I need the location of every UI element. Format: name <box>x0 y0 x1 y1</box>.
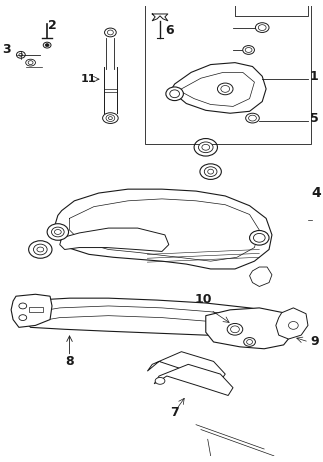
Ellipse shape <box>29 241 52 258</box>
Text: 9: 9 <box>310 335 318 348</box>
Polygon shape <box>104 67 117 113</box>
Ellipse shape <box>103 113 118 123</box>
Ellipse shape <box>254 233 265 242</box>
Polygon shape <box>60 228 169 251</box>
Polygon shape <box>16 298 279 335</box>
Ellipse shape <box>288 322 298 329</box>
Ellipse shape <box>231 326 239 333</box>
Text: 11: 11 <box>80 74 96 84</box>
Polygon shape <box>172 63 266 113</box>
Ellipse shape <box>200 164 221 179</box>
Bar <box>145 0 311 145</box>
Text: 3: 3 <box>2 43 11 56</box>
Polygon shape <box>154 365 233 395</box>
Polygon shape <box>182 73 255 106</box>
Polygon shape <box>152 14 168 21</box>
Ellipse shape <box>55 230 61 234</box>
Ellipse shape <box>243 46 255 55</box>
Bar <box>29 307 43 312</box>
Ellipse shape <box>249 115 256 121</box>
Text: 1: 1 <box>310 70 319 83</box>
Ellipse shape <box>244 338 255 346</box>
Polygon shape <box>147 352 225 381</box>
Text: 5: 5 <box>310 112 319 125</box>
Polygon shape <box>206 308 293 349</box>
Polygon shape <box>55 189 272 269</box>
Ellipse shape <box>19 303 27 309</box>
Ellipse shape <box>109 116 112 120</box>
Ellipse shape <box>246 113 259 123</box>
Bar <box>235 0 308 16</box>
Ellipse shape <box>166 87 183 101</box>
Ellipse shape <box>51 227 64 237</box>
Ellipse shape <box>19 315 27 321</box>
Ellipse shape <box>250 231 269 245</box>
Ellipse shape <box>106 115 115 122</box>
Ellipse shape <box>105 28 116 37</box>
Ellipse shape <box>34 244 47 255</box>
Ellipse shape <box>202 145 210 150</box>
Ellipse shape <box>155 377 165 384</box>
Polygon shape <box>276 308 308 339</box>
Ellipse shape <box>208 169 214 174</box>
Ellipse shape <box>108 30 113 35</box>
Polygon shape <box>107 38 114 69</box>
Ellipse shape <box>255 23 269 32</box>
Ellipse shape <box>37 247 44 252</box>
Ellipse shape <box>245 48 252 52</box>
Ellipse shape <box>204 167 217 176</box>
Ellipse shape <box>170 90 180 97</box>
Ellipse shape <box>26 59 36 66</box>
Ellipse shape <box>258 24 266 30</box>
Ellipse shape <box>16 51 25 58</box>
Ellipse shape <box>217 83 233 95</box>
Text: 10: 10 <box>194 293 212 306</box>
Ellipse shape <box>198 142 213 152</box>
Text: 8: 8 <box>65 355 74 368</box>
Text: 2: 2 <box>47 19 57 32</box>
Text: 6: 6 <box>165 24 173 37</box>
Ellipse shape <box>247 340 253 344</box>
Ellipse shape <box>221 85 230 92</box>
Ellipse shape <box>43 42 51 48</box>
Text: 7: 7 <box>170 407 179 419</box>
Polygon shape <box>250 267 272 286</box>
Ellipse shape <box>227 323 243 335</box>
Ellipse shape <box>28 61 33 65</box>
Polygon shape <box>11 294 52 328</box>
Ellipse shape <box>194 139 217 156</box>
Text: 4: 4 <box>312 186 322 200</box>
Ellipse shape <box>19 54 23 56</box>
Ellipse shape <box>47 224 68 240</box>
Ellipse shape <box>45 43 49 47</box>
